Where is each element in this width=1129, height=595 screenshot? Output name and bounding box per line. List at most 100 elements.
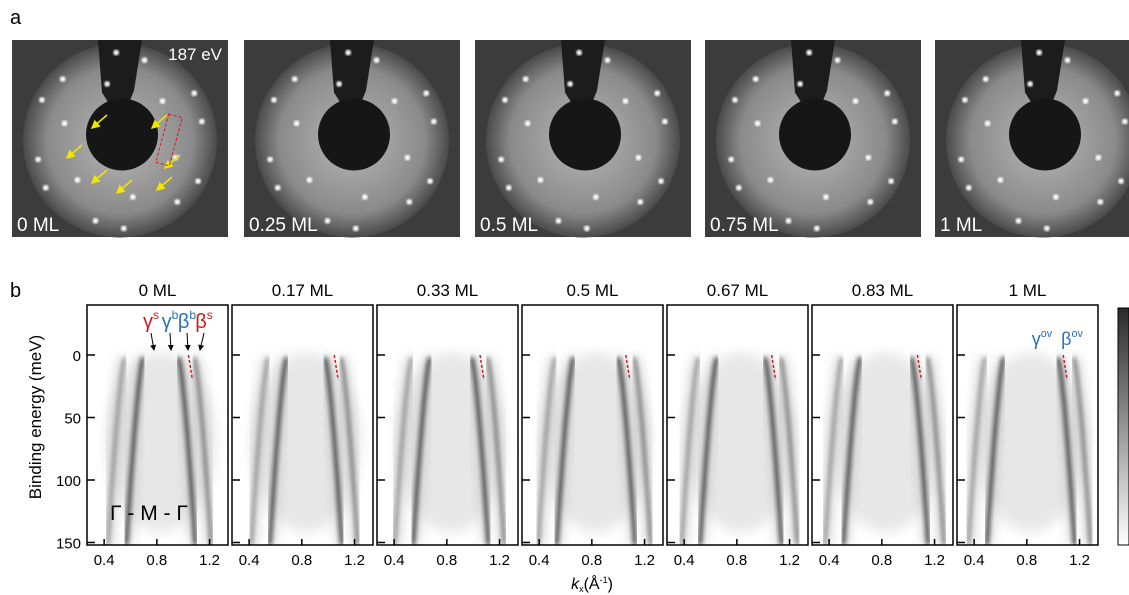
diffraction-spot [1082, 98, 1089, 104]
diffraction-spot [735, 184, 742, 191]
arpes-panel: 0.17 ML 0.4 0.8 1.2 [231, 281, 374, 569]
diffraction-spot [1044, 225, 1050, 232]
panel-label: b [10, 280, 21, 302]
y-tick-label: 50 [64, 411, 81, 428]
diffraction-spot [1118, 178, 1124, 184]
diffraction-spot [965, 184, 972, 191]
symbol: β [178, 311, 190, 333]
superscript: b [172, 308, 179, 322]
band [698, 357, 719, 545]
symbol: γ [143, 311, 153, 333]
diffraction-spot [823, 194, 829, 200]
diffraction-spot [584, 225, 590, 232]
band [393, 357, 413, 545]
band-layer [104, 352, 216, 545]
band-layer [391, 352, 508, 545]
diffraction-spot [195, 178, 201, 184]
diffraction-spot [865, 154, 872, 161]
x-tick-label: 1.2 [924, 552, 945, 569]
label-arrow [198, 332, 205, 351]
x-label-sup: -1 [600, 575, 608, 585]
band-label: βov [1061, 328, 1083, 349]
arpes-panel: 0.83 ML 0.4 0.8 1.2 [811, 281, 954, 569]
arrow [65, 144, 83, 159]
diffraction-spot [637, 199, 644, 205]
y-tick-label: 0 [73, 348, 81, 365]
band [779, 357, 799, 545]
fermi-velocity-guide [1062, 354, 1068, 381]
diffraction-spot [593, 194, 599, 200]
x-label-k: k [571, 576, 580, 593]
diffraction-spot [997, 177, 1004, 183]
diffraction-spot [1114, 90, 1121, 97]
diffraction-spot [785, 218, 792, 224]
diffraction-spot [888, 178, 894, 184]
band [909, 357, 930, 545]
band [632, 357, 653, 545]
diffraction-spot [958, 156, 964, 163]
label-arrow [150, 332, 157, 351]
diffraction-spot [754, 120, 761, 127]
panel-title: 0 ML [139, 281, 177, 300]
band [339, 357, 360, 545]
band [323, 357, 344, 545]
arpes-panel: 1 ML 0.4 0.8 1.2 [956, 281, 1099, 569]
diffraction-spot [498, 156, 504, 163]
x-tick-label: 0.4 [94, 552, 115, 569]
diffraction-spot [291, 76, 298, 82]
energy-label: 187 eV [168, 45, 223, 64]
arrow [115, 179, 133, 194]
diffraction-spot [622, 98, 629, 104]
x-tick-label: 0.4 [674, 552, 695, 569]
x-tick-label: 1.2 [779, 552, 800, 569]
band [823, 357, 843, 545]
diffraction-spot [130, 194, 136, 200]
diffraction-spot [1053, 194, 1059, 200]
symbol: β [1061, 329, 1071, 349]
coverage-label: 0.25 ML [249, 215, 318, 236]
band [536, 357, 557, 545]
panel-title: 0.67 ML [707, 281, 768, 300]
diffraction-spot [324, 218, 331, 224]
band [106, 357, 126, 545]
diffraction-spot [431, 118, 437, 125]
diffraction-spot [505, 184, 512, 191]
fermi-velocity-guide [187, 354, 194, 381]
diffraction-spot [662, 118, 668, 125]
background-glow [975, 352, 1086, 533]
superscript: s [153, 308, 159, 322]
leed-image: 0.75 ML [705, 40, 921, 238]
x-tick-label: 0.8 [291, 552, 312, 569]
arrow [90, 114, 108, 129]
diffraction-spot [522, 76, 529, 82]
coverage-label: 0 ML [17, 215, 59, 236]
diffraction-spot [1097, 199, 1104, 205]
highlight-box [155, 113, 183, 167]
diffraction-spot [174, 199, 181, 205]
band [193, 357, 213, 545]
sample-holder [98, 40, 142, 111]
arpes-panel: 0.33 ML 0.4 0.8 1.2 [376, 281, 519, 569]
x-tick-label: 0.4 [239, 552, 260, 569]
diffraction-spot [345, 49, 351, 56]
diffraction-spot [892, 118, 898, 125]
diffraction-spot [797, 81, 803, 87]
panel-title: 0.83 ML [852, 281, 913, 300]
diffraction-spot [834, 57, 841, 63]
electron-gun [779, 98, 851, 171]
band [268, 357, 288, 545]
band [486, 357, 506, 545]
diffraction-spot [121, 225, 127, 232]
x-label-unit: (Å [584, 574, 600, 593]
diffraction-spot [113, 49, 119, 56]
sample-holder [1021, 40, 1065, 111]
diffraction-spot [293, 120, 300, 127]
diffraction-spot [806, 49, 812, 56]
x-label-close: ) [608, 576, 613, 593]
arrow [90, 169, 108, 184]
diffraction-spot [353, 225, 359, 232]
coverage-label: 0.5 ML [480, 215, 538, 236]
electron-gun [86, 98, 158, 171]
diffraction-spot [555, 218, 562, 224]
diffraction-spot [373, 57, 380, 63]
